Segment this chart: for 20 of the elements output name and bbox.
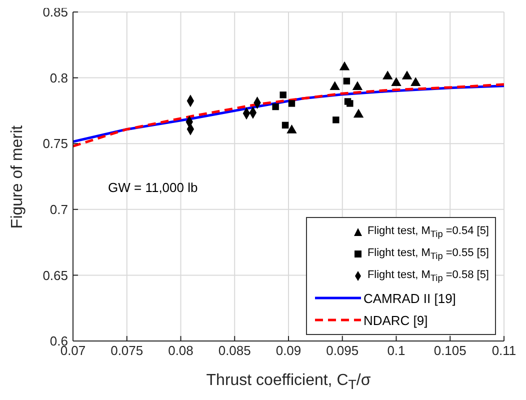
x-tick-label: 0.11 bbox=[492, 343, 516, 358]
x-tick-label: 0.095 bbox=[326, 343, 359, 358]
x-tick-label: 0.105 bbox=[434, 343, 466, 358]
legend-label: Flight test, M$_{Tip}$ =0.58 [5] bbox=[367, 268, 489, 284]
x-tick-label: 0.085 bbox=[218, 343, 251, 358]
legend-label: Flight test, M$_{Tip}$ =0.54 [5] bbox=[367, 224, 489, 240]
y-axis-title: Figure of merit bbox=[9, 124, 27, 228]
y-tick-label: 0.8 bbox=[50, 70, 68, 86]
legend-label: Flight test, M$_{Tip}$ =0.55 [5] bbox=[367, 246, 489, 262]
y-tick-label: 0.75 bbox=[42, 136, 68, 152]
y-tick-label: 0.7 bbox=[50, 202, 68, 218]
x-tick-label: 0.1 bbox=[387, 343, 406, 358]
legend-label: NDARC [9] bbox=[363, 312, 428, 328]
y-tick-label: 0.65 bbox=[42, 268, 68, 283]
annotation: GW = 11,000 lb bbox=[108, 180, 198, 195]
legend-label: CAMRAD II [19] bbox=[363, 290, 456, 306]
x-tick-label: 0.075 bbox=[110, 343, 144, 358]
x-axis-title: Thrust coefficient, C$_{T}$/σ bbox=[205, 372, 372, 392]
x-tick-label: 0.08 bbox=[168, 343, 194, 358]
x-tick-label: 0.09 bbox=[276, 343, 302, 358]
